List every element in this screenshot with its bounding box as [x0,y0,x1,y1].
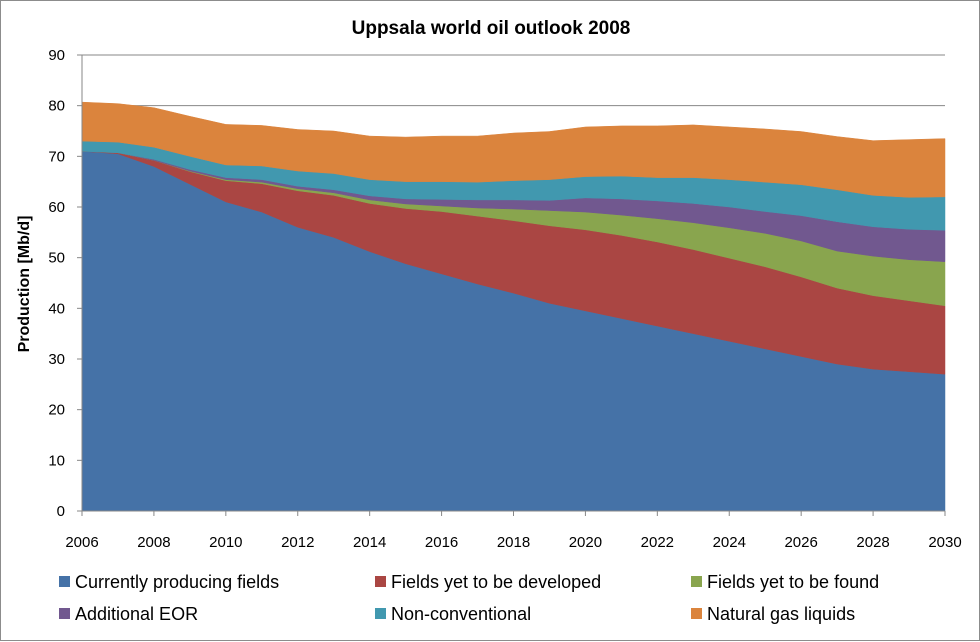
y-tick-label-6: 60 [48,199,65,216]
legend-label-4: Non-conventional [391,604,531,624]
x-tick-label-11: 2028 [856,534,889,551]
legend-swatch-4 [375,608,386,619]
y-axis-label: Production [Mb/d] [16,216,33,353]
legend-label-5: Natural gas liquids [707,604,855,624]
x-tick-label-12: 2030 [928,534,961,551]
plot-area [77,54,946,516]
x-tick-label-3: 2012 [281,534,314,551]
x-tick-label-4: 2014 [353,534,386,551]
area-layers [81,101,946,512]
x-tick-label-5: 2016 [425,534,458,551]
x-tick-label-1: 2008 [137,534,170,551]
axes [77,54,946,516]
area-series-5 [81,101,946,198]
y-axis-ticks: 0 10 20 30 40 50 60 70 80 90 [48,47,65,520]
y-tick-label-2: 20 [48,402,65,419]
y-tick-label-3: 30 [48,351,65,368]
legend-swatch-2 [691,576,702,587]
legend-label-2: Fields yet to be found [707,572,879,592]
y-tick-label-9: 90 [48,47,65,64]
y-tick-label-4: 40 [48,300,65,317]
legend-label-0: Currently producing fields [75,572,279,592]
x-tick-label-0: 2006 [65,534,98,551]
x-axis-ticks: 2006 2008 2010 2012 2014 2016 2018 2020 2022 2024… [65,534,961,551]
legend-label-1: Fields yet to be developed [391,572,601,592]
x-tick-label-10: 2026 [784,534,817,551]
legend-swatch-1 [375,576,386,587]
legend-swatch-0 [59,576,70,587]
legend-swatch-3 [59,608,70,619]
legend: Currently producing fields Fields yet to … [59,572,879,624]
y-tick-label-7: 70 [48,148,65,165]
x-tick-label-2: 2010 [209,534,242,551]
legend-swatch-5 [691,608,702,619]
y-tick-label-5: 50 [48,250,65,267]
x-tick-label-9: 2024 [713,534,746,551]
legend-label-3: Additional EOR [75,604,198,624]
x-tick-label-8: 2022 [641,534,674,551]
x-tick-label-7: 2020 [569,534,602,551]
y-tick-label-1: 10 [48,452,65,469]
chart-title: Uppsala world oil outlook 2008 [352,18,631,39]
x-tick-label-6: 2018 [497,534,530,551]
y-tick-label-8: 80 [48,98,65,115]
y-tick-label-0: 0 [57,503,65,520]
